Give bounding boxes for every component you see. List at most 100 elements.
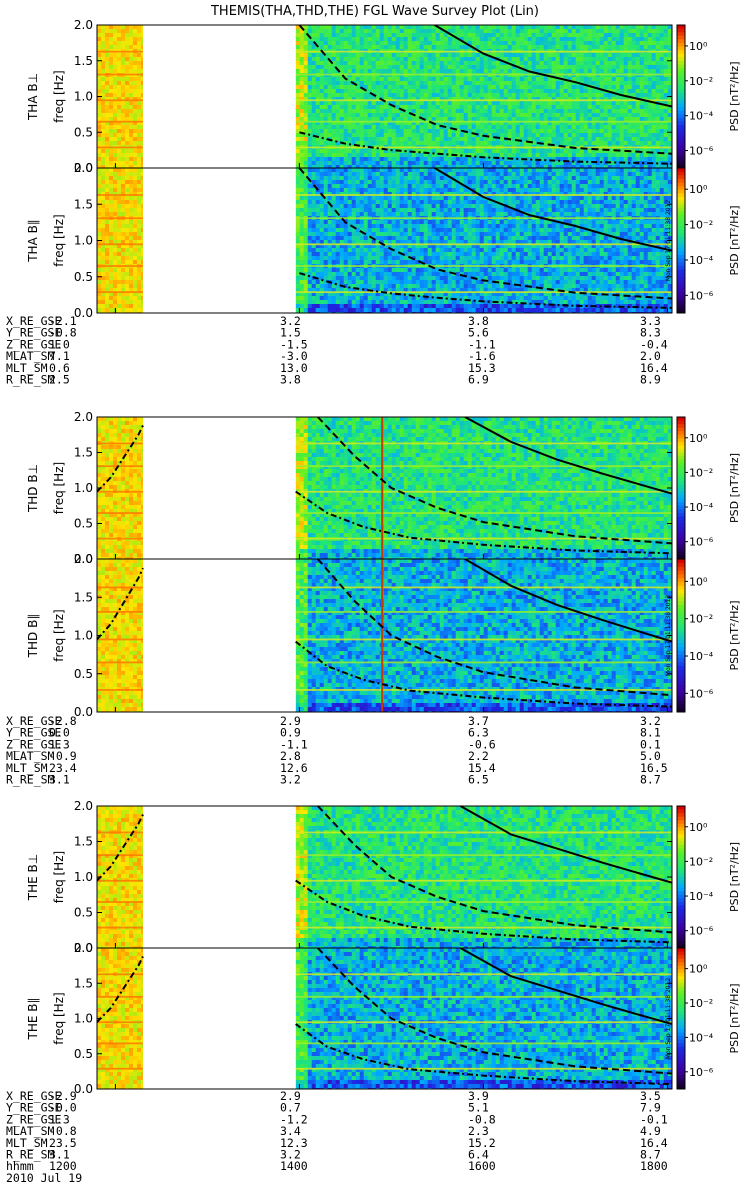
ephemeris-label: Y_RE_GSE: [6, 326, 61, 340]
y-tick-label: 0.0: [74, 705, 93, 719]
spectral-band: [97, 146, 143, 149]
ephemeris-label: MLT_SM: [6, 761, 48, 775]
ephemeris-value: 12.3: [280, 1136, 308, 1150]
y-tick-label: 2.0: [74, 941, 93, 955]
spectral-band: [97, 512, 143, 514]
ephemeris-value: 16.4: [640, 1136, 668, 1150]
curve-dashdot: [295, 640, 672, 708]
y-axis-label: freq [Hz]: [52, 992, 66, 1044]
spectrogram: [97, 806, 672, 948]
ephemeris-value: 5.1: [468, 1101, 489, 1115]
spectral-band: [295, 490, 672, 493]
panel-name: THE B⊥: [26, 854, 40, 901]
ephemeris-value: -0.8: [49, 326, 77, 340]
spectral-band: [295, 243, 672, 246]
y-tick-label: 1.0: [74, 1012, 93, 1026]
spectral-band: [97, 1021, 143, 1024]
colorbar-tick-label: 10⁻⁶: [689, 687, 714, 700]
y-tick-label: 1.0: [74, 870, 93, 884]
panel-the-bpar: 0.0 0.5 1.0 1.5 2.0 THE B∥ freq [Hz] 10⁰ 10⁻² 10⁻…: [26, 941, 741, 1096]
colorbar-frame: [676, 167, 686, 314]
spectral-band: [295, 1067, 672, 1070]
ephemeris-value: 8.7: [640, 773, 661, 787]
ephemeris-value: 13.0: [280, 361, 308, 375]
ephemeris-value: 0.0: [49, 726, 70, 740]
spectrogram: [97, 948, 672, 1089]
spectral-band: [97, 442, 143, 445]
spectral-band: [295, 611, 672, 613]
ephemeris-value: 16.4: [640, 361, 668, 375]
panel-thd-bpar: 0.0 0.5 1.0 1.5 2.0 THD B∥ freq [Hz] 10⁰ 10⁻² 10⁻…: [26, 552, 741, 719]
spectral-band: [295, 831, 672, 834]
colorbar-tick-label: 10⁻⁴: [689, 890, 714, 903]
spectral-band: [97, 586, 143, 589]
spectral-band: [295, 995, 672, 998]
curve-dashed: [317, 559, 672, 697]
spectral-band: [97, 265, 143, 267]
data-gap: [143, 559, 296, 712]
spectral-band: [97, 537, 143, 540]
spectral-band: [295, 926, 672, 929]
colorbar-tick-label: 10⁻⁶: [689, 145, 714, 158]
spectral-band: [295, 512, 672, 514]
ephemeris-value: 1.3: [49, 1112, 70, 1126]
ephemeris-value: -2.1: [49, 314, 77, 328]
generation-timestamp: Mon Sep 17 01:11:38 2012: [665, 595, 672, 677]
spectral-band: [295, 99, 672, 102]
ephemeris-value: 2.0: [640, 349, 661, 363]
y-tick-label: 1.5: [74, 446, 93, 460]
colorbar-label: PSD [nT²/Hz]: [728, 61, 741, 131]
ephemeris-value: -2.8: [49, 714, 77, 728]
curve-dashed: [298, 25, 672, 155]
generation-timestamp: Mon Sep 17 01:11:38 2012: [665, 978, 672, 1060]
ephemeris-value: 23.5: [49, 1136, 77, 1150]
y-tick-label: 0.0: [74, 552, 93, 566]
spectral-band: [97, 995, 143, 998]
ephemeris-value: 6.4: [468, 1148, 489, 1162]
colorbar-label: PSD [nT²/Hz]: [728, 600, 741, 670]
spectral-band: [295, 217, 672, 220]
curve-dashdot: [97, 814, 144, 882]
panel-name: THA B⊥: [26, 73, 40, 121]
ephemeris-tables: X_RE_GSE-2.1 3.2 3.8 3.3Y_RE_GSE-0.8 1.5 5.6 8…: [6, 314, 668, 1162]
spectral-band: [97, 879, 143, 882]
spectral-band: [295, 442, 672, 445]
ephemeris-value: -1.6: [468, 349, 496, 363]
colorbar: 10⁰ 10⁻² 10⁻⁴ 10⁻⁶ PSD [nT²/Hz]: [676, 416, 741, 560]
colorbar-tick-label: 10⁻²: [689, 219, 713, 232]
curve-solid: [434, 25, 672, 108]
y-axis-label: freq [Hz]: [52, 70, 66, 122]
ephemeris-value: 0.7: [280, 1101, 301, 1115]
ephemeris-value: 2.8: [280, 749, 301, 763]
colorbar-tick-label: 10⁻⁶: [689, 536, 714, 549]
colorbar-tick-label: 10⁰: [689, 40, 708, 53]
ephemeris-value: 0.9: [280, 726, 301, 740]
ephemeris-label: X_RE_GSE: [6, 714, 61, 728]
y-tick-label: 0.5: [74, 270, 93, 284]
curve-dashed: [298, 168, 672, 300]
spectrogram: [97, 25, 672, 168]
spectral-band: [295, 879, 672, 882]
spectral-band: [295, 661, 672, 664]
ephemeris-value: 8.7: [640, 1148, 661, 1162]
y-tick-label: 2.0: [74, 410, 93, 424]
colorbar-label: PSD [nT²/Hz]: [728, 842, 741, 912]
ephemeris-value: 3.2: [280, 314, 301, 328]
y-tick-label: 0.0: [74, 306, 93, 320]
ephemeris-label: X_RE_GSE: [6, 314, 61, 328]
spectral-band: [295, 73, 672, 76]
colorbar-tick-label: 10⁰: [689, 575, 708, 588]
ephemeris-value: -0.6: [468, 737, 496, 751]
data-gap: [143, 806, 296, 948]
y-axis-label: freq [Hz]: [52, 851, 66, 903]
spectral-band: [97, 217, 143, 220]
ephemeris-value: -1.1: [280, 737, 308, 751]
spectral-band: [97, 291, 143, 294]
ephemeris-value: 2.9: [280, 714, 301, 728]
y-axis-label: freq [Hz]: [52, 609, 66, 661]
spectral-band: [97, 638, 143, 641]
curve-dashdot: [295, 879, 672, 944]
colorbar: 10⁰ 10⁻² 10⁻⁴ 10⁻⁶ PSD [nT²/Hz]: [676, 805, 741, 949]
y-tick-label: 0.5: [74, 906, 93, 920]
